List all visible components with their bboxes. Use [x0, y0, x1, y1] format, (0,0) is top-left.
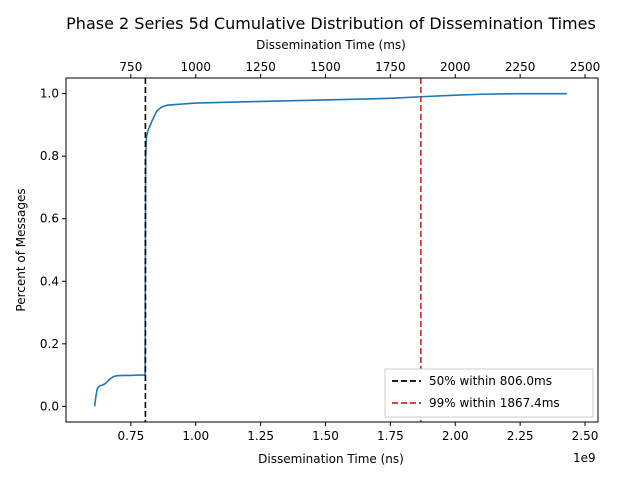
- x-top-tick-label: 750: [119, 60, 142, 74]
- y-axis-label: Percent of Messages: [14, 188, 28, 311]
- x-tick-label: 1.25: [247, 429, 274, 443]
- x-tick-label: 1.50: [312, 429, 339, 443]
- x-top-tick-label: 2250: [505, 60, 536, 74]
- y-tick-label: 0.8: [40, 149, 59, 163]
- x-top-tick-label: 1000: [180, 60, 211, 74]
- chart-title: Phase 2 Series 5d Cumulative Distributio…: [66, 14, 596, 33]
- x-top-tick-label: 1750: [375, 60, 406, 74]
- x-top-tick-label: 1500: [310, 60, 341, 74]
- x-axis-label: Dissemination Time (ns): [258, 452, 404, 466]
- x-tick-label: 2.50: [572, 429, 599, 443]
- y-tick-label: 0.2: [40, 337, 59, 351]
- legend-box: [384, 368, 594, 418]
- plot-area: 0.75 1.00 1.25 1.50 1.75 2.00 2.25 2.50 750 1000 1…: [40, 60, 600, 443]
- x-top-tick-label: 2500: [570, 60, 601, 74]
- y-tick-label: 0.4: [40, 274, 59, 288]
- x-top-tick-label: 1250: [245, 60, 276, 74]
- x-offset-text: 1e9: [573, 451, 596, 465]
- top-x-axis-label: Dissemination Time (ms): [256, 38, 406, 52]
- y-tick-label: 0.6: [40, 212, 59, 226]
- x-tick-label: 1.75: [377, 429, 404, 443]
- legend-label-99: 99% within 1867.4ms: [429, 396, 560, 410]
- legend: 50% within 806.0ms 99% within 1867.4ms: [384, 368, 594, 418]
- x-top-tick-label: 2000: [440, 60, 471, 74]
- y-tick-label: 1.0: [40, 87, 59, 101]
- plot-frame: [65, 77, 599, 423]
- legend-label-50: 50% within 806.0ms: [429, 374, 552, 388]
- y-tick-label: 0.0: [40, 399, 59, 413]
- x-tick-label: 1.00: [182, 429, 209, 443]
- cdf-series-line: [93, 92, 567, 407]
- x-tick-label: 2.25: [507, 429, 534, 443]
- x-tick-label: 2.00: [442, 429, 469, 443]
- x-tick-label: 0.75: [118, 429, 145, 443]
